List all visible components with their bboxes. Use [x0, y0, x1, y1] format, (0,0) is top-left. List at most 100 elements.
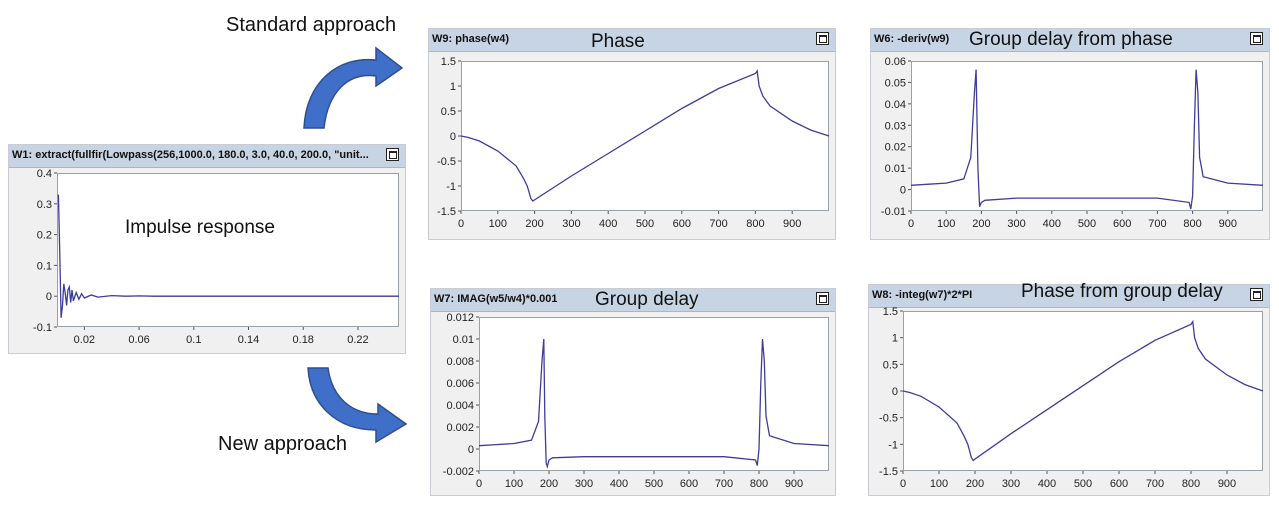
titlebar[interactable]: W6: -deriv(w9): [871, 29, 1269, 52]
x-tick-label: 500: [1078, 218, 1096, 230]
x-tick-label: 300: [575, 478, 593, 490]
x-tick-label: 0: [476, 478, 482, 490]
y-tick-label: 0.012: [446, 312, 474, 324]
x-tick-label: 600: [680, 478, 698, 490]
x-tick-label: 400: [1038, 478, 1056, 490]
maximize-icon[interactable]: [816, 32, 829, 45]
arrow-up-right-icon: [303, 46, 404, 129]
x-tick-label: 200: [972, 218, 990, 230]
window-title: W9: phase(w4): [432, 33, 510, 45]
x-tick-label: 700: [1146, 478, 1164, 490]
plot-area: [461, 61, 829, 211]
chart-w9: 1.510.50-0.5-1-1.50 100 200 300 400 500 600 700…: [437, 56, 830, 230]
x-tick-label: 0: [458, 218, 464, 230]
y-tick-label: 0.1: [37, 260, 52, 272]
y-tick-label: -0.1: [33, 322, 52, 334]
titlebar[interactable]: W1: extract(fullfir(Lowpass(256,1000.0, …: [9, 145, 405, 168]
x-tick-label: 0: [900, 478, 906, 490]
y-tick-label: 0: [450, 131, 456, 143]
y-tick-label: 0.008: [446, 356, 474, 368]
y-tick-label: 0.06: [885, 56, 906, 68]
x-tick-label: 300: [1007, 218, 1025, 230]
x-tick-label: 800: [750, 478, 768, 490]
x-tick-label: 200: [966, 478, 984, 490]
series-line: [57, 194, 399, 318]
x-tick-label: 0.18: [293, 334, 314, 346]
y-tick-label: 0.03: [885, 120, 906, 132]
titlebar[interactable]: W9: phase(w4): [429, 29, 835, 52]
x-tick-label: 400: [1043, 218, 1061, 230]
y-tick-label: 1: [450, 81, 456, 93]
y-tick-label: 0.006: [446, 378, 474, 390]
x-tick-label: 0.1: [186, 334, 201, 346]
y-tick-label: 0.04: [885, 99, 906, 111]
x-tick-label: 600: [1113, 218, 1131, 230]
plot-label: Impulse response: [125, 217, 275, 238]
x-tick-label: 200: [540, 478, 558, 490]
series-line: [460, 69, 830, 202]
x-tick-label: 100: [937, 218, 955, 230]
y-tick-label: -1: [446, 181, 456, 193]
y-tick-label: 0: [468, 444, 474, 456]
arrow-down-right-icon: [307, 367, 408, 444]
titlebar[interactable]: W7: IMAG(w5/w4)*0.001: [431, 289, 835, 312]
x-tick-label: 500: [1074, 478, 1092, 490]
maximize-icon[interactable]: [1250, 288, 1263, 301]
y-tick-label: -0.5: [437, 156, 456, 168]
plot-label: Phase: [591, 31, 645, 52]
x-tick-label: 300: [1002, 478, 1020, 490]
window-w6: W6: -deriv(w9) Group delay from phase 0.…: [870, 28, 1270, 240]
y-tick-label: 0.01: [453, 334, 474, 346]
x-tick-label: 300: [562, 218, 580, 230]
window-title: W1: extract(fullfir(Lowpass(256,1000.0, …: [12, 149, 369, 161]
x-tick-label: 500: [636, 218, 654, 230]
x-tick-label: 900: [1218, 478, 1236, 490]
y-tick-label: 0.5: [441, 106, 456, 118]
window-title: W6: -deriv(w9): [874, 33, 950, 45]
plot-label: Phase from group delay: [1021, 281, 1223, 302]
y-tick-label: 0.2: [37, 230, 52, 242]
x-tick-label: 900: [785, 478, 803, 490]
x-tick-label: 0.14: [238, 334, 259, 346]
x-tick-label: 700: [1148, 218, 1166, 230]
y-tick-label: 0.02: [885, 142, 906, 154]
titlebar[interactable]: W8: -integ(w7)*2*PI: [869, 285, 1269, 308]
y-tick-label: 1.5: [883, 306, 898, 318]
y-tick-label: 0: [892, 386, 898, 398]
y-tick-label: 0: [900, 185, 906, 197]
y-tick-label: 1: [892, 333, 898, 345]
y-tick-label: 0.4: [37, 168, 52, 180]
x-tick-label: 800: [1183, 218, 1201, 230]
y-tick-label: 0.002: [446, 422, 474, 434]
y-tick-label: -0.01: [881, 206, 906, 218]
maximize-icon[interactable]: [1250, 32, 1263, 45]
x-tick-label: 0: [908, 218, 914, 230]
y-tick-label: 0: [46, 291, 52, 303]
y-tick-label: 0.004: [446, 400, 474, 412]
chart-w8: 1.510.50-0.5-1-1.50 100 200 300 400 500 600 700…: [879, 306, 1264, 490]
x-tick-label: 600: [1110, 478, 1128, 490]
x-tick-label: 800: [1182, 478, 1200, 490]
window-w8: W8: -integ(w7)*2*PI Phase from group del…: [868, 281, 1270, 496]
x-tick-label: 400: [599, 218, 617, 230]
plot-area: [911, 61, 1263, 211]
y-tick-label: 0.01: [885, 163, 906, 175]
x-tick-label: 500: [645, 478, 663, 490]
plot-label: Group delay from phase: [969, 29, 1173, 50]
y-tick-label: 1.5: [441, 56, 456, 68]
maximize-icon[interactable]: [386, 148, 399, 161]
x-tick-label: 900: [783, 218, 801, 230]
plot-area: [903, 311, 1263, 471]
y-tick-label: -0.5: [879, 413, 898, 425]
y-tick-label: -0.002: [443, 466, 474, 478]
plot-area: [479, 317, 829, 471]
chart-w6: 0.060.050.040.030.020.010-0.010 100 200 300…: [881, 56, 1264, 230]
window-w1: W1: extract(fullfir(Lowpass(256,1000.0, …: [8, 144, 406, 354]
x-tick-label: 800: [746, 218, 764, 230]
series-line: [478, 338, 830, 469]
plot-area: [57, 173, 399, 327]
maximize-icon[interactable]: [816, 292, 829, 305]
y-tick-label: -1: [888, 439, 898, 451]
y-tick-label: 0.05: [885, 77, 906, 89]
